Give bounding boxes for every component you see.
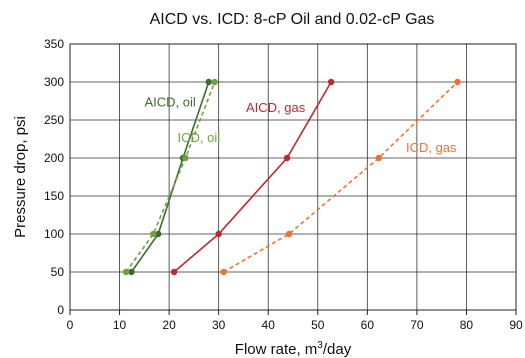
data-point	[215, 230, 222, 238]
x-tick-label: 10	[113, 318, 127, 332]
x-axis-ticks: 0 10 20 30 40 50 60 70 80 90	[67, 310, 523, 332]
data-point	[211, 78, 218, 86]
y-tick-label: 300	[44, 75, 64, 89]
y-tick-label: 250	[44, 113, 64, 127]
data-point	[454, 78, 461, 86]
y-tick-label: 100	[44, 227, 64, 241]
x-tick-label: 20	[162, 318, 176, 332]
x-tick-label: 0	[67, 318, 74, 332]
data-point	[182, 154, 189, 162]
series-icd-gas	[220, 78, 461, 276]
series-icd-oil	[122, 78, 218, 276]
series-line	[130, 81, 210, 273]
x-tick-label: 70	[410, 318, 424, 332]
data-point	[128, 268, 135, 276]
data-point	[220, 268, 227, 276]
series-aicd-gas	[170, 78, 335, 276]
series-line	[223, 81, 459, 273]
x-tick-label: 80	[460, 318, 474, 332]
data-point	[283, 154, 291, 162]
y-axis-label: Pressure drop, psi	[12, 116, 29, 238]
series-annotation: AICD, oil	[144, 95, 195, 110]
data-point	[327, 78, 335, 86]
x-tick-label: 50	[311, 318, 325, 332]
x-tick-label: 90	[509, 318, 523, 332]
grid	[69, 43, 517, 311]
y-tick-label: 50	[51, 265, 65, 279]
data-point	[285, 230, 293, 238]
series-line	[125, 81, 216, 273]
data-point	[122, 268, 130, 276]
series-line	[173, 81, 332, 273]
y-tick-label: 200	[44, 151, 64, 165]
data-point	[150, 230, 157, 238]
data-point	[170, 268, 178, 276]
data-point	[205, 78, 212, 86]
y-tick-label: 150	[44, 189, 64, 203]
x-tick-label: 30	[212, 318, 226, 332]
data-point	[155, 230, 162, 238]
x-axis-label: Flow rate, m3/day	[235, 340, 352, 358]
series-annotations: AICD, oil ICD, oil AICD, gas ICD, gas	[144, 95, 457, 156]
series-annotation: ICD, oil	[178, 130, 221, 145]
series-annotation: AICD, gas	[246, 100, 306, 115]
series-layer	[122, 78, 461, 276]
chart-title: AICD vs. ICD: 8-cP Oil and 0.02-cP Gas	[150, 11, 435, 28]
y-tick-label: 0	[57, 303, 64, 317]
series-annotation: ICD, gas	[406, 140, 457, 155]
y-tick-label: 350	[44, 37, 64, 51]
x-tick-label: 40	[262, 318, 276, 332]
data-point	[375, 154, 382, 162]
y-axis-ticks: 0 50 100 150 200 250 300 350	[44, 37, 64, 317]
plot-area	[69, 43, 517, 311]
x-tick-label: 60	[361, 318, 375, 332]
